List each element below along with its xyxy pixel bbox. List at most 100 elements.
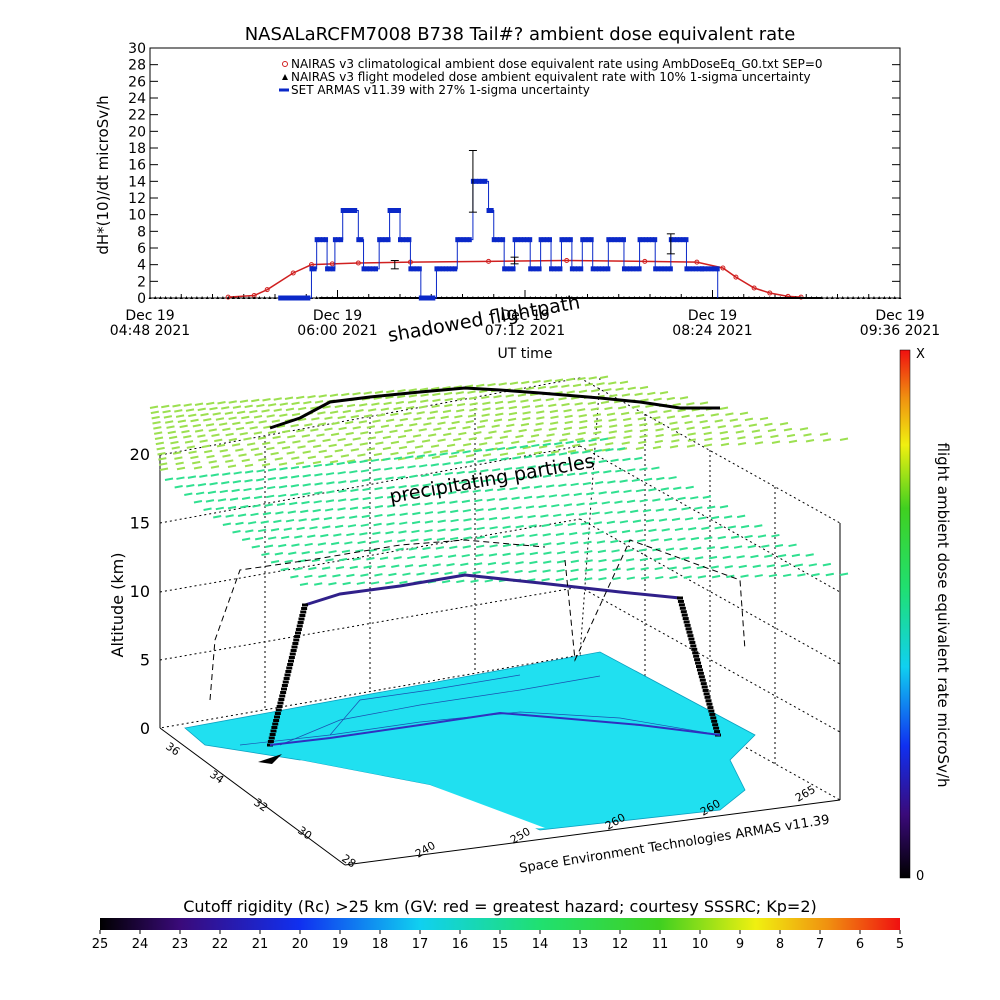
point-nairas-flight [216,296,220,299]
particle [174,409,183,413]
particle [717,425,726,429]
point-nairas-flight [257,296,261,299]
particle [424,511,434,515]
particle [311,517,320,521]
particle [481,395,490,400]
particle [671,439,680,443]
point-armas [502,266,507,272]
particle [385,395,394,400]
particle [627,386,636,391]
particle [165,420,174,424]
trail-dot [697,671,704,675]
particle [437,438,446,442]
particle [338,489,347,493]
particle [393,556,402,560]
ground-track [269,711,721,746]
particle [674,527,684,532]
particle [410,538,419,542]
particle [518,476,528,480]
trail-dot [696,665,702,668]
particle [188,450,197,454]
particle [266,485,276,490]
particle [413,417,422,421]
trail-dot [708,709,715,713]
point-armas [621,237,626,243]
particle [325,558,334,562]
particle [244,479,253,483]
particle [283,527,293,531]
point-armas [290,295,295,301]
particle [702,425,711,430]
particle [568,531,578,536]
particle [407,465,416,469]
particle [454,414,463,419]
particle [668,476,677,480]
particle [418,405,428,409]
particle [494,400,504,405]
particle [174,485,183,489]
particle [443,432,452,437]
particle [389,429,398,434]
trail-dot [282,680,289,684]
particle [535,422,544,426]
particle [458,480,467,485]
particle [158,457,167,461]
point-armas [281,295,286,301]
particle [209,482,218,486]
particle [467,414,477,418]
point-armas [324,237,329,243]
point-armas [312,266,317,272]
point-nairas-flight [231,296,235,299]
point-armas [453,266,458,272]
particle [472,448,482,452]
particle [505,394,514,398]
particle [652,498,661,502]
particle [294,567,303,571]
point-nairas-flight [195,296,199,299]
trail-dot [277,701,284,705]
point-armas [693,266,698,272]
particle [491,424,500,428]
particle [399,494,408,498]
particle [583,540,592,545]
particle [161,404,170,409]
point-armas [464,237,469,243]
point-nairas-flight [737,296,741,299]
particle [382,548,391,552]
point-nairas-flight [242,296,246,299]
projection-dashed-left [209,539,546,701]
particle [582,481,592,486]
particle [322,405,331,409]
particle [626,499,636,504]
colorbar-tick-label: 23 [172,937,189,952]
particle [313,463,323,468]
trail-dot [299,614,306,617]
particle [529,551,539,556]
particle [374,573,383,577]
point-nairas-flight [372,296,376,299]
particle [752,564,761,568]
particle [430,444,440,448]
particle [453,437,462,442]
particle [488,553,498,557]
particle [542,442,551,447]
particle [382,446,392,451]
particle [751,429,761,433]
point-armas [477,178,482,184]
point-armas [518,237,523,243]
particle [528,569,537,574]
y-tick-label: 12 [128,191,146,207]
point-armas [579,266,584,272]
particle [598,459,607,464]
particle [723,515,733,519]
particle [301,500,310,505]
particle [503,467,513,471]
particle [184,440,194,444]
particle [373,477,382,481]
particle [537,385,547,390]
particle [245,529,254,533]
particle [744,417,754,422]
particle [385,476,394,481]
particle [197,407,206,412]
particle [590,388,600,393]
